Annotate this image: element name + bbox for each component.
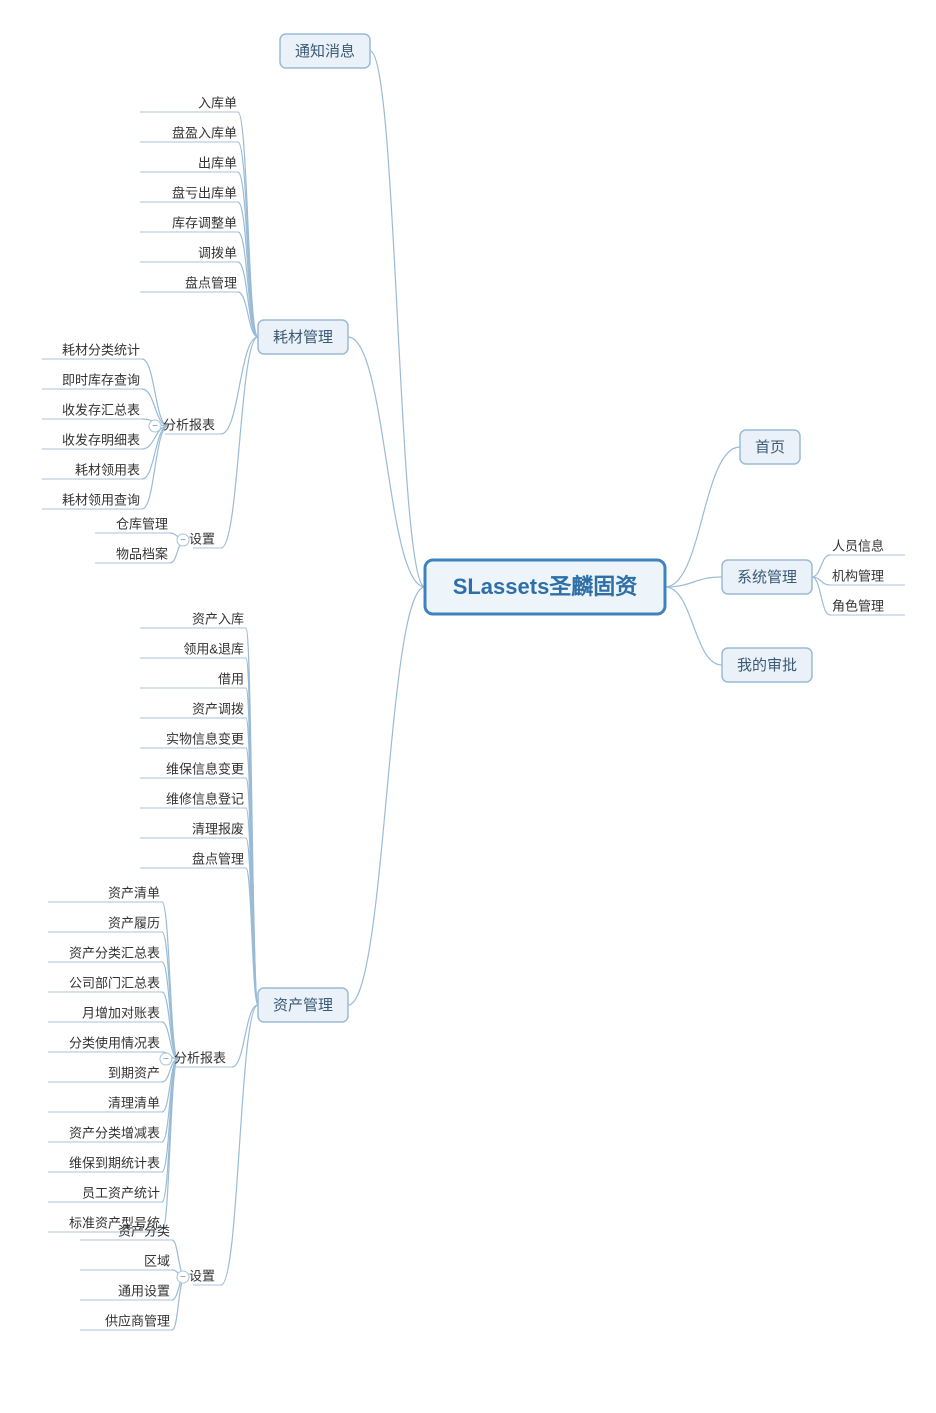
leaf-system_items-1[interactable]: 机构管理 (832, 568, 884, 583)
leaf-asset_report_items-6[interactable]: 到期资产 (108, 1065, 160, 1080)
leaf-asset_report_items-2[interactable]: 资产分类汇总表 (69, 945, 160, 960)
sublabel-asset_set[interactable]: 设置 (189, 1268, 215, 1283)
sublabel-consume_set[interactable]: 设置 (189, 531, 215, 546)
toggle-minus: − (163, 1054, 169, 1065)
edge-l1-sublabel (221, 1005, 258, 1285)
leaf-consume_set_items-0[interactable]: 仓库管理 (116, 516, 168, 531)
leaf-asset_report_items-3[interactable]: 公司部门汇总表 (69, 975, 160, 990)
leaf-asset_report_items-0[interactable]: 资产清单 (108, 885, 160, 900)
sublabel-consume_report[interactable]: 分析报表 (163, 417, 215, 432)
leaf-consume_set_items-1[interactable]: 物品档案 (116, 546, 168, 561)
edge-l1-leaf (238, 142, 258, 337)
mindmap-canvas: 分析报表−设置−分析报表−设置−入库单盘盈入库单出库单盘亏出库单库存调整单调拨单… (0, 0, 936, 1413)
leaf-consume_report_items-3[interactable]: 收发存明细表 (62, 432, 140, 447)
leaf-system_items-0[interactable]: 人员信息 (832, 538, 884, 553)
leaf-consume_report_items-0[interactable]: 耗材分类统计 (62, 342, 140, 357)
toggle-minus: − (180, 1272, 186, 1283)
leaf-asset_report_items-9[interactable]: 维保到期统计表 (69, 1155, 160, 1170)
edge-sub-leaf (162, 902, 178, 1059)
edge-l1-leaf (812, 555, 830, 577)
leaf-consume_ops-6[interactable]: 盘点管理 (185, 275, 237, 290)
leaf-asset_ops-0[interactable]: 资产入库 (192, 611, 244, 626)
leaf-asset_ops-3[interactable]: 资产调拨 (192, 701, 244, 716)
leaf-asset_report_items-1[interactable]: 资产履历 (108, 915, 160, 930)
edge-sub-leaf (142, 359, 168, 426)
leaf-asset_set_items-2[interactable]: 通用设置 (118, 1283, 170, 1298)
root-label: SLassets圣麟固资 (453, 574, 638, 599)
edge-l1-sublabel (221, 337, 258, 434)
leaf-asset_report_items-4[interactable]: 月增加对账表 (82, 1005, 160, 1020)
l1-label-consume: 耗材管理 (273, 329, 333, 346)
leaf-asset_set_items-1[interactable]: 区域 (144, 1253, 170, 1268)
leaf-consume_report_items-1[interactable]: 即时库存查询 (62, 372, 140, 387)
edge-l1-sublabel (221, 337, 258, 548)
leaf-asset_report_items-8[interactable]: 资产分类增减表 (69, 1125, 160, 1140)
toggle-minus: − (152, 421, 158, 432)
sublabel-asset_report[interactable]: 分析报表 (174, 1050, 226, 1065)
leaf-asset_ops-6[interactable]: 维修信息登记 (166, 791, 244, 806)
edge-l1-sublabel (232, 1005, 258, 1067)
toggle-minus: − (180, 535, 186, 546)
l1-label-approve: 我的审批 (737, 657, 797, 674)
leaf-consume_report_items-2[interactable]: 收发存汇总表 (62, 402, 140, 417)
edge-root-l1 (370, 51, 425, 587)
l1-label-notice: 通知消息 (295, 43, 355, 60)
leaf-system_items-2[interactable]: 角色管理 (832, 598, 884, 613)
edges (142, 51, 830, 1330)
leaf-consume_ops-0[interactable]: 入库单 (198, 95, 237, 110)
leaf-asset_set_items-0[interactable]: 资产分类 (118, 1223, 170, 1238)
leaf-asset_set_items-3[interactable]: 供应商管理 (105, 1313, 170, 1328)
edge-root-l1 (348, 587, 425, 1005)
leaf-consume_report_items-4[interactable]: 耗材领用表 (75, 462, 140, 477)
leaf-asset_report_items-7[interactable]: 清理清单 (108, 1095, 160, 1110)
l1-label-home: 首页 (755, 439, 785, 456)
leaf-consume_ops-5[interactable]: 调拨单 (198, 245, 237, 260)
leaf-asset_report_items-10[interactable]: 员工资产统计 (82, 1185, 160, 1200)
edge-sub-leaf (172, 1277, 185, 1330)
edge-l1-leaf (812, 577, 830, 615)
leaf-asset_report_items-5[interactable]: 分类使用情况表 (69, 1035, 160, 1050)
leaf-asset_ops-1[interactable]: 领用&退库 (183, 641, 244, 656)
edge-root-l1 (665, 587, 722, 665)
leaf-consume_ops-4[interactable]: 库存调整单 (172, 215, 237, 230)
leaf-consume_report_items-5[interactable]: 耗材领用查询 (62, 492, 140, 507)
leaf-consume_ops-2[interactable]: 出库单 (198, 155, 237, 170)
leaf-asset_ops-8[interactable]: 盘点管理 (192, 851, 244, 866)
leaf-asset_ops-4[interactable]: 实物信息变更 (166, 731, 244, 746)
leaf-asset_ops-7[interactable]: 清理报废 (192, 821, 244, 836)
l1-label-asset: 资产管理 (273, 997, 333, 1014)
leaf-asset_ops-2[interactable]: 借用 (218, 671, 244, 686)
leaf-consume_ops-1[interactable]: 盘盈入库单 (172, 125, 237, 140)
edge-root-l1 (665, 577, 722, 587)
l1-label-system: 系统管理 (737, 569, 797, 586)
leaf-asset_ops-5[interactable]: 维保信息变更 (166, 761, 244, 776)
leaf-consume_ops-3[interactable]: 盘亏出库单 (172, 185, 237, 200)
